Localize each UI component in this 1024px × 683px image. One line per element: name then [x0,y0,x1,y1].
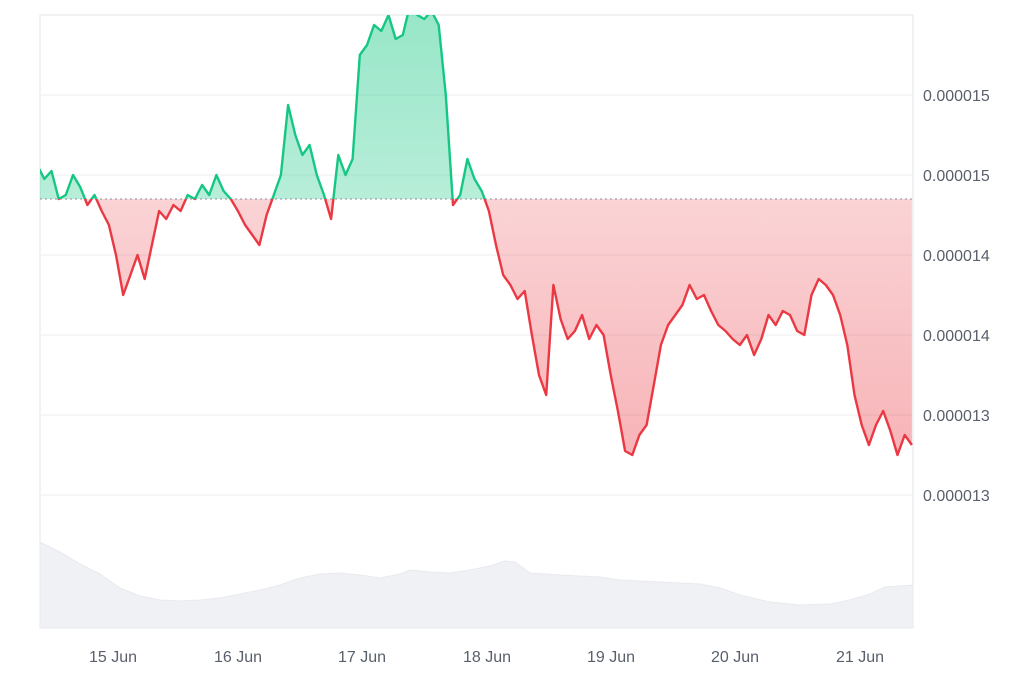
x-tick-label-4: 19 Jun [587,649,635,666]
x-tick-label-0: 15 Jun [89,649,137,666]
y-tick-label-2: 0.000014 [923,248,990,265]
gridlines [40,94,913,496]
y-axis: 0.000015 0.000015 0.000014 0.000014 0.000013… [923,88,990,505]
y-tick-label-1: 0.000015 [923,168,990,185]
price-lines [40,15,913,457]
x-tick-label-6: 21 Jun [836,649,884,666]
x-tick-label-3: 18 Jun [463,649,511,666]
y-tick-label-0: 0.000015 [923,88,990,105]
volume-area [39,541,914,629]
area-below-baseline [40,199,912,455]
x-axis: 15 Jun 16 Jun 17 Jun 18 Jun 19 Jun 20 Jun 21 J… [89,649,884,666]
x-tick-label-2: 17 Jun [338,649,386,666]
x-tick-label-1: 16 Jun [214,649,262,666]
price-line-below [57,199,913,457]
y-tick-label-4: 0.000013 [923,408,990,425]
plot-frame [39,14,914,629]
price-area-fills [40,15,912,455]
y-tick-label-3: 0.000014 [923,328,990,345]
x-tick-label-5: 20 Jun [711,649,759,666]
y-tick-label-5: 0.000013 [923,488,990,505]
price-line-above [40,15,486,199]
